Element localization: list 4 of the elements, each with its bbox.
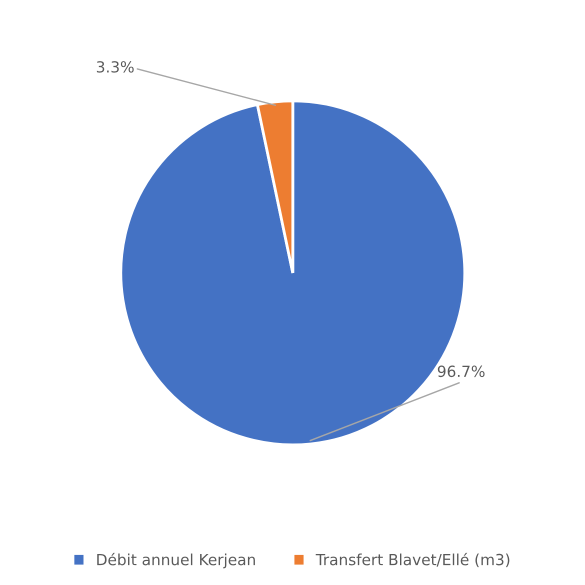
legend-label: Débit annuel Kerjean <box>97 552 255 568</box>
legend-label: Transfert Blavet/Ellé (m3) <box>316 552 510 568</box>
data-label: 96.7% <box>438 366 485 378</box>
data-label: 3.3% <box>96 61 134 73</box>
